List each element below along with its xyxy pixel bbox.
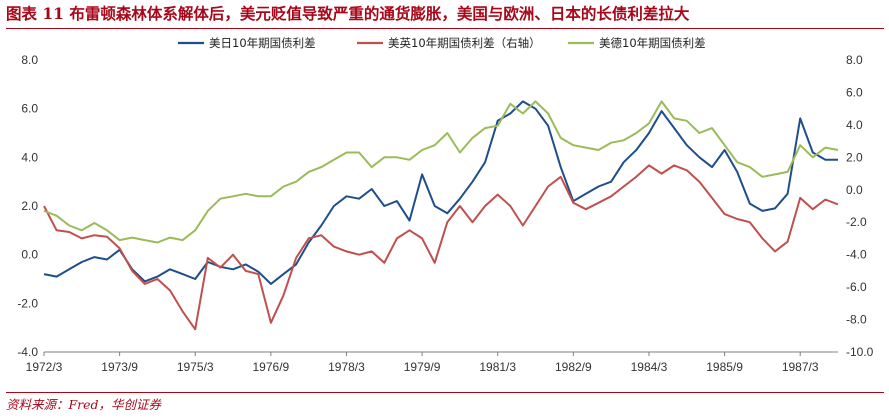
y-left-tick-label: 4.0 [21, 150, 38, 164]
series-line-1 [43, 100, 838, 285]
y-right-tick-label: -8.0 [846, 313, 867, 327]
x-tick-label: 1979/9 [404, 360, 441, 374]
x-tick-label: 1973/9 [101, 360, 138, 374]
y-right-tick-label: 0.0 [846, 183, 863, 197]
y-right-tick-label: -10.0 [846, 345, 874, 359]
legend-label-1: 美日10年期国债利差 [209, 36, 316, 50]
x-tick-label: 1978/3 [328, 360, 365, 374]
y-left-tick-label: 0.0 [21, 248, 38, 262]
y-right-tick-label: 4.0 [846, 118, 863, 132]
y-left-tick-label: -2.0 [17, 296, 38, 310]
x-tick-label: 1982/9 [555, 360, 592, 374]
y-left-tick-label: 2.0 [21, 199, 38, 213]
figure-source: 资料来源：Fred，华创证券 [6, 392, 884, 417]
chart: 美日10年期国债利差 美英10年期国债利差（右轴） 美德10年期国债利差 -4.0-… [17, 36, 873, 374]
legend: 美日10年期国债利差 美英10年期国债利差（右轴） 美德10年期国债利差 [178, 36, 706, 50]
y-left-tick-label: 6.0 [21, 102, 38, 116]
y-left-tick-label: 8.0 [21, 53, 38, 67]
plot-area [43, 100, 839, 331]
series-line-3 [43, 100, 839, 244]
y-right-tick-label: 6.0 [846, 85, 863, 99]
y-right-tick-label: -4.0 [846, 248, 867, 262]
y-left-tick-label: -4.0 [17, 345, 38, 359]
x-tick-label: 1972/3 [26, 360, 63, 374]
x-tick-label: 1981/3 [479, 360, 516, 374]
figure-title: 图表 11 布雷顿森林体系解体后，美元贬值导致严重的通货膨胀，美国与欧洲、日本的… [6, 2, 884, 29]
x-tick-label: 1976/9 [253, 360, 290, 374]
legend-label-2: 美英10年期国债利差（右轴） [388, 36, 541, 50]
legend-label-3: 美德10年期国债利差 [599, 36, 706, 50]
x-tick-label: 1975/3 [177, 360, 214, 374]
y-right-tick-label: -6.0 [846, 280, 867, 294]
y-right-tick-label: 8.0 [846, 53, 863, 67]
y-right-tick-label: -2.0 [846, 215, 867, 229]
x-tick-label: 1984/3 [631, 360, 668, 374]
y-right-tick-label: 2.0 [846, 150, 863, 164]
series-line-2 [43, 164, 839, 331]
axes: -4.0 -2.0 0.0 2.0 4.0 6.0 8.0 -10.0 -8.0 -6.0 -4.0… [17, 53, 873, 374]
x-tick-label: 1987/3 [782, 360, 819, 374]
x-tick-label: 1985/9 [706, 360, 743, 374]
